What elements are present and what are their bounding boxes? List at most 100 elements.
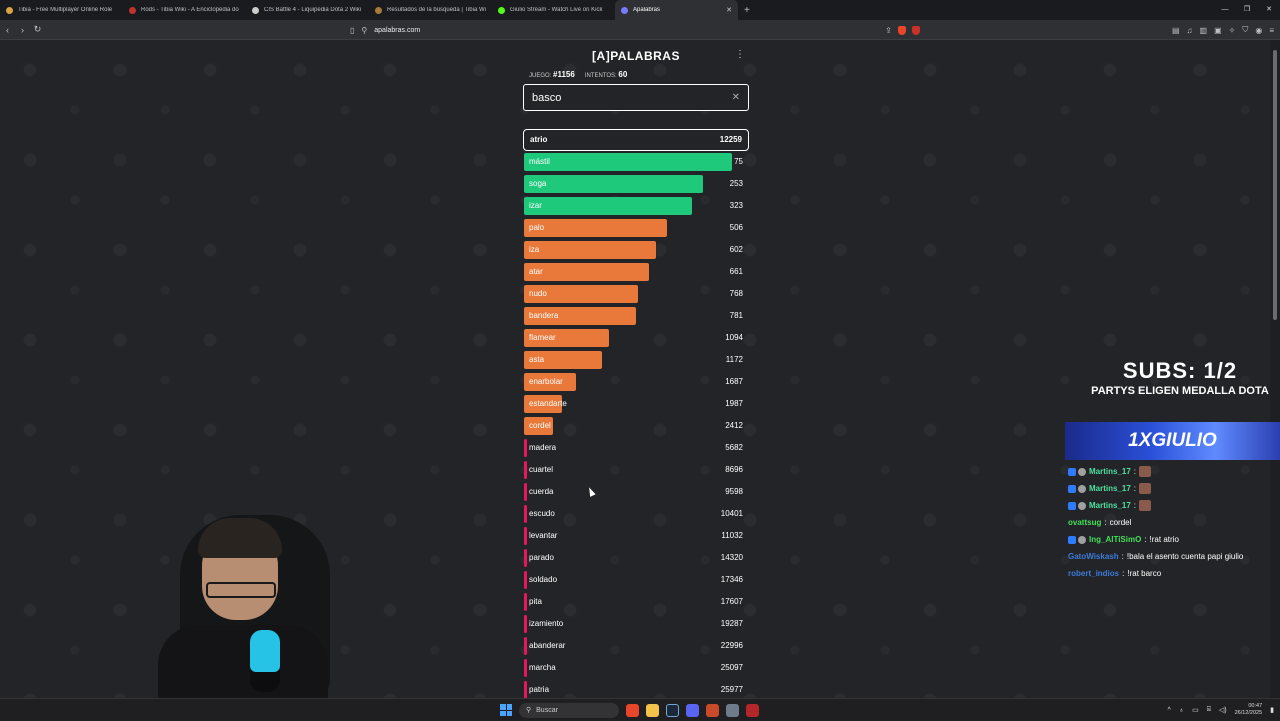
- url-text[interactable]: apalabras.com: [374, 26, 421, 34]
- browser-tab[interactable]: CIS Battle 4 - Liquipedia Dota 2 Wiki: [246, 0, 369, 20]
- mic-tray-icon[interactable]: ♁: [1178, 706, 1185, 714]
- subs-overlay: SUBS: 1/2 PARTYS ELIGEN MEDALLA DOTA: [1090, 358, 1270, 398]
- display-icon[interactable]: ▭: [1192, 707, 1199, 714]
- game-header: [A]PALABRAS ⋮ JUEGO: #1156 INTENTOS: 60 …: [523, 45, 749, 111]
- guess-word: atar: [529, 267, 543, 276]
- brave-shield-icon[interactable]: [898, 25, 906, 35]
- chat-badges: [1068, 501, 1086, 510]
- app-icon[interactable]: [706, 703, 719, 717]
- guess-word: soga: [529, 179, 547, 188]
- wallet-icon[interactable]: ▣: [1214, 25, 1222, 35]
- share-icon[interactable]: ⇪: [885, 25, 892, 35]
- guess-rank: 25097: [720, 663, 743, 672]
- tab-title: Tibia - Free Multiplayer Online Role: [18, 7, 113, 13]
- juego-value: #1156: [553, 69, 575, 79]
- network-icon[interactable]: ⌸: [1206, 706, 1211, 713]
- steam-icon[interactable]: [666, 703, 679, 717]
- taskbar-search[interactable]: ⚲ Buscar: [519, 702, 619, 718]
- new-tab-icon[interactable]: +: [744, 4, 750, 16]
- brave-browser-icon[interactable]: [626, 703, 639, 717]
- proximity-bar: [524, 659, 527, 677]
- badge-icon: [1068, 535, 1076, 544]
- chat-message: GatoWiskash: !bala el asento cuenta papi …: [1068, 548, 1280, 565]
- proximity-bar: [524, 219, 667, 237]
- media-icon[interactable]: ♫: [1186, 25, 1193, 35]
- forward-icon[interactable]: ›: [21, 24, 24, 35]
- guess-rank: 25977: [720, 685, 743, 694]
- guess-box[interactable]: ✕: [523, 84, 749, 111]
- reader-icon[interactable]: ▤: [1171, 25, 1180, 35]
- obs-icon[interactable]: [746, 703, 759, 717]
- guess-word: parado: [529, 553, 554, 562]
- more-options-icon[interactable]: ⋮: [735, 49, 745, 60]
- chat-text: !bala el asento cuenta papi giulio: [1126, 552, 1244, 561]
- scrollbar-thumb[interactable]: [1273, 50, 1277, 320]
- badge-icon: [1078, 484, 1086, 493]
- tab-favicon-icon: [375, 6, 382, 14]
- taskbar-apps: ⚲ Buscar: [500, 699, 759, 721]
- guess-rank: 1094: [725, 333, 743, 342]
- badge-icon: [1068, 467, 1076, 476]
- chevron-up-icon[interactable]: ^: [1167, 706, 1171, 714]
- tab-close-icon[interactable]: ✕: [726, 7, 732, 14]
- brave-rewards-icon[interactable]: [912, 25, 920, 35]
- proximity-bar: [524, 395, 562, 413]
- chat-username: Martins_17: [1089, 467, 1131, 476]
- chat-separator: :: [1133, 484, 1137, 493]
- proximity-bar: [524, 571, 527, 589]
- proximity-bar: [524, 483, 527, 501]
- back-icon[interactable]: ‹: [6, 24, 9, 35]
- guess-list: atrio 12259 mástil 75 soga 253 izar 323 palo 50…: [523, 129, 749, 701]
- discord-icon[interactable]: [686, 703, 699, 717]
- browser-tab[interactable]: Rods - Tibia Wiki - A Enciclopédia do: [123, 0, 246, 20]
- juego-label: JUEGO:: [529, 72, 552, 79]
- chat-separator: :: [1121, 552, 1124, 561]
- guess-row: atar 661: [523, 261, 749, 283]
- chat-username: robert_indios: [1068, 569, 1120, 578]
- subs-goal: SUBS: 1/2: [1122, 358, 1238, 383]
- tab-strip: Tibia - Free Multiplayer Online Role Rods…: [0, 0, 1280, 20]
- taskbar-search-label: Buscar: [536, 706, 558, 714]
- guess-rank: 17607: [720, 597, 743, 606]
- bookmark-icon[interactable]: ▯: [350, 25, 355, 35]
- file-explorer-icon[interactable]: [646, 703, 659, 717]
- browser-tab[interactable]: Apalabras ✕: [615, 0, 738, 20]
- guess-row: mástil 75: [523, 151, 749, 173]
- minimize-icon[interactable]: —: [1221, 6, 1229, 13]
- leo-icon[interactable]: ✧: [1228, 25, 1236, 35]
- close-window-icon[interactable]: ✕: [1266, 6, 1272, 13]
- tab-favicon-icon: [6, 6, 13, 14]
- guess-rank: 1172: [725, 355, 743, 364]
- windows-start-icon[interactable]: [500, 704, 512, 716]
- page-scrollbar[interactable]: [1270, 40, 1280, 698]
- guess-row: izar 323: [523, 195, 749, 217]
- current-guess-rank: 12259: [719, 135, 742, 144]
- site-info-icon[interactable]: ⚲: [361, 25, 368, 35]
- guess-word: patria: [529, 685, 550, 694]
- guess-rank: 661: [729, 267, 743, 276]
- address-bar[interactable]: ▯ ⚲ apalabras.com ⇪: [350, 23, 920, 37]
- browser-tab[interactable]: Resultados de la búsqueda | Tibia Wi: [369, 0, 492, 20]
- menu-icon[interactable]: ≡: [1269, 25, 1274, 35]
- chat-separator: :: [1104, 518, 1107, 527]
- settings-icon[interactable]: [726, 703, 739, 717]
- guess-word: nudo: [529, 289, 547, 298]
- guess-word: mástil: [529, 157, 550, 166]
- volume-icon[interactable]: ◁): [1218, 707, 1227, 714]
- guess-rank: 11032: [721, 531, 743, 540]
- subs-subtitle: PARTYS ELIGEN MEDALLA DOTA: [1091, 385, 1269, 397]
- clock[interactable]: 00:47 26/12/2025: [1235, 703, 1263, 717]
- current-guess-row: atrio 12259: [523, 129, 749, 151]
- sidebar-icon[interactable]: ▥: [1199, 25, 1208, 35]
- browser-tab[interactable]: Tibia - Free Multiplayer Online Role: [0, 0, 123, 20]
- clear-icon[interactable]: ✕: [731, 92, 740, 103]
- maximize-icon[interactable]: ❐: [1243, 6, 1251, 13]
- current-guess-word: atrio: [530, 135, 548, 144]
- profile-icon[interactable]: ◉: [1255, 25, 1263, 35]
- notifications-icon[interactable]: ▮: [1270, 707, 1274, 714]
- reload-icon[interactable]: ↻: [33, 24, 42, 34]
- vpn-icon[interactable]: ⛉: [1242, 25, 1249, 34]
- browser-tab[interactable]: Giulio Stream - Watch Live on Kick: [492, 0, 615, 20]
- chat-message: Martins_17:: [1068, 497, 1280, 514]
- guess-input[interactable]: [532, 91, 732, 104]
